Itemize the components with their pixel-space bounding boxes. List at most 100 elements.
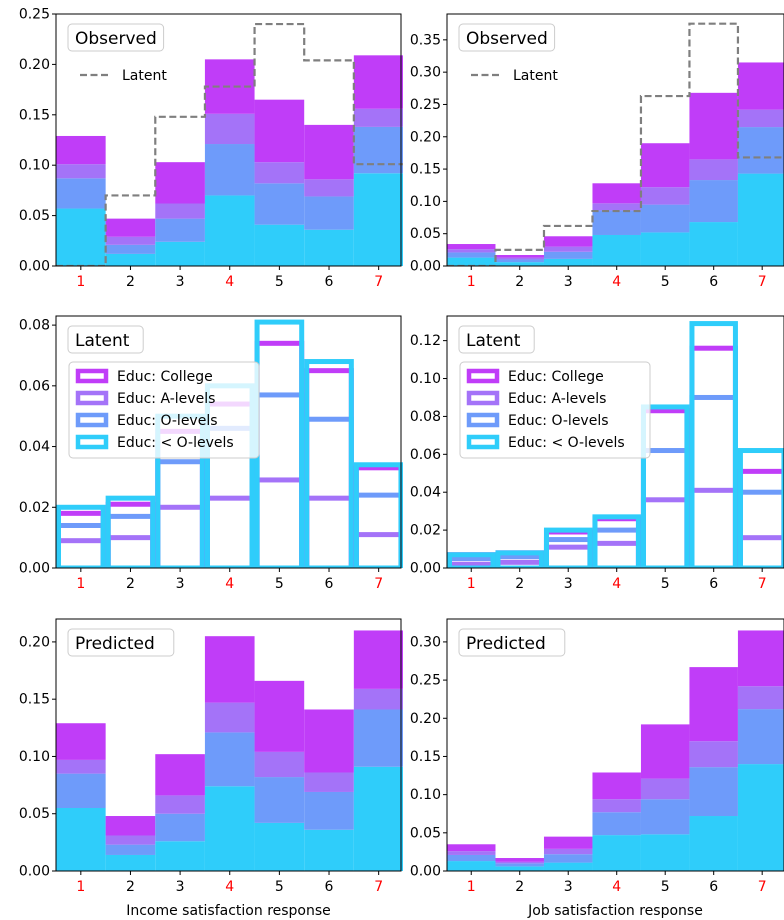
bar-predicted-job-educolevels-4: [592, 835, 641, 871]
bar-predicted-job-educcollege-3: [543, 836, 593, 849]
x-tick-label-latent-income-5: 5: [275, 576, 284, 592]
legend-latent-label-observed-job: Latent: [513, 68, 558, 84]
legend-swatch-latent-job-0: [466, 368, 500, 384]
bar-observed-job-educolevels-7: [737, 173, 784, 266]
y-tick-label-latent-income-0.06: 0.06: [19, 378, 50, 394]
bar-outline-latent-income-educolevels-2: [105, 495, 156, 568]
axes-frame-predicted-income: [55, 618, 402, 872]
panel-title-box-latent-income: [67, 325, 144, 354]
legend-swatch-latent-job-2: [466, 412, 500, 428]
bar-observed-job-educolevels-1: [447, 252, 496, 258]
bar-predicted-income-educalevels-1: [56, 759, 106, 774]
y-tick-label-observed-income-0.15: 0.15: [19, 107, 50, 123]
y-tick-label-observed-income-0.25: 0.25: [19, 7, 50, 23]
bar-predicted-income-educolevels-1: [56, 808, 106, 871]
y-tick-label-predicted-income-0.10: 0.10: [19, 749, 50, 765]
legend-label-latent-income-2: Educ: O-levels: [117, 413, 218, 429]
legend-swatch-latent-income-0: [75, 368, 109, 384]
bar-outline-latent-income-educalevels-5: [254, 477, 305, 568]
bar-outline-latent-job-educcollege-6: [689, 345, 738, 568]
bar-outline-latent-income-educolevels-6: [304, 359, 354, 568]
bar-predicted-income-educcollege-7: [353, 630, 403, 689]
bar-predicted-income-educolevels-4: [204, 732, 255, 787]
y-tick-label-predicted-job-0.00: 0.00: [410, 864, 441, 880]
y-tick-label-latent-income-0.00: 0.00: [19, 561, 50, 577]
x-tick-label-predicted-job-1: 1: [467, 879, 476, 895]
bar-observed-income-educolevels-3: [155, 218, 205, 242]
bar-outline-latent-job-educolevels-7: [737, 448, 784, 568]
bar-observed-income-educolevels-4: [204, 144, 255, 196]
x-tick-label-observed-income-7: 7: [374, 274, 383, 290]
bar-predicted-income-educolevels-1: [56, 773, 106, 808]
x-tick-label-latent-income-3: 3: [176, 576, 185, 592]
y-tick-label-latent-job-0.08: 0.08: [410, 409, 441, 425]
y-tick-label-latent-job-0.00: 0.00: [410, 561, 441, 577]
bar-predicted-income-educcollege-4: [204, 636, 255, 703]
x-tick-label-latent-income-7: 7: [374, 576, 383, 592]
bar-observed-income-educolevels-5: [254, 224, 305, 266]
bar-observed-income-educalevels-6: [304, 179, 354, 197]
x-tick-label-latent-job-2: 2: [515, 576, 524, 592]
legend-swatch-latent-job-3: [466, 434, 500, 450]
x-tick-label-predicted-income-2: 2: [126, 879, 135, 895]
y-tick-label-observed-job-0.15: 0.15: [410, 162, 441, 178]
legend-label-latent-job-3: Educ: < O-levels: [508, 435, 625, 451]
bar-outline-latent-job-educolevels-5: [640, 448, 690, 568]
bar-observed-income-educcollege-1: [56, 135, 106, 165]
bar-outline-latent-income-educolevels-7: [353, 492, 403, 568]
legend-box-latent-income: [68, 361, 260, 459]
x-axis-label-predicted-job: Job satisfaction response: [527, 903, 703, 919]
plot-area-predicted-job: [447, 630, 784, 871]
bar-predicted-job-educalevels-5: [640, 778, 690, 800]
plot-area-observed-income: [56, 22, 403, 266]
y-tick-label-observed-job-0.05: 0.05: [410, 226, 441, 242]
bar-observed-job-educolevels-3: [543, 258, 593, 266]
bar-outline-latent-income-educolevels-1: [56, 504, 106, 568]
y-tick-label-observed-job-0.35: 0.35: [410, 32, 441, 48]
legend-swatch-latent-income-2: [75, 412, 109, 428]
bar-observed-income-educolevels-2: [105, 244, 156, 254]
bar-observed-job-educolevels-4: [592, 234, 641, 266]
bar-observed-job-educolevels-4: [592, 210, 641, 235]
bar-observed-income-educolevels-7: [353, 126, 403, 174]
x-tick-label-latent-job-6: 6: [709, 576, 718, 592]
panel-title-predicted-income: Predicted: [75, 634, 155, 654]
y-tick-label-predicted-job-0.15: 0.15: [410, 749, 441, 765]
panel-title-latent-job: Latent: [466, 331, 521, 351]
y-tick-label-predicted-income-0.20: 0.20: [19, 634, 50, 650]
bar-observed-job-educolevels-5: [640, 232, 690, 266]
bar-outline-latent-income-educalevels-4: [204, 495, 255, 568]
bar-predicted-income-educolevels-7: [353, 766, 403, 871]
y-tick-label-latent-job-0.12: 0.12: [410, 333, 441, 349]
bar-outline-latent-income-educalevels-1: [56, 538, 106, 568]
bar-observed-job-educalevels-4: [592, 203, 641, 211]
bar-observed-income-educalevels-4: [204, 113, 255, 145]
bar-observed-job-educcollege-5: [640, 143, 690, 188]
bar-predicted-income-educalevels-6: [304, 772, 354, 792]
bar-observed-income-educalevels-2: [105, 236, 156, 245]
bar-observed-job-educolevels-2: [495, 259, 544, 263]
x-tick-label-observed-job-5: 5: [661, 274, 670, 290]
legend-latent-label-observed-income: Latent: [122, 68, 167, 84]
bar-predicted-income-educolevels-3: [155, 841, 205, 871]
y-tick-label-predicted-job-0.10: 0.10: [410, 787, 441, 803]
bar-predicted-job-educolevels-2: [495, 866, 544, 871]
bar-predicted-income-educolevels-3: [155, 813, 205, 842]
bar-outline-latent-job-educalevels-3: [543, 544, 593, 568]
bar-observed-job-educcollege-6: [689, 92, 738, 160]
y-tick-label-latent-job-0.04: 0.04: [410, 485, 441, 501]
bar-observed-job-educalevels-5: [640, 187, 690, 205]
x-axis-label-predicted-income: Income satisfaction response: [126, 903, 331, 919]
bar-predicted-job-educalevels-4: [592, 799, 641, 813]
panel-title-box-latent-job: [458, 325, 535, 354]
bar-predicted-job-educalevels-6: [689, 741, 738, 768]
legend-label-latent-income-0: Educ: College: [117, 369, 213, 385]
bar-outline-latent-income-educalevels-3: [155, 504, 205, 568]
bar-observed-income-educolevels-3: [155, 241, 205, 266]
bar-outline-latent-income-educolevels-1: [56, 522, 106, 568]
bar-predicted-job-educolevels-1: [447, 861, 496, 871]
axes-frame-observed-income: [55, 13, 402, 267]
x-tick-label-predicted-job-6: 6: [709, 879, 718, 895]
bar-predicted-income-educolevels-4: [204, 786, 255, 871]
